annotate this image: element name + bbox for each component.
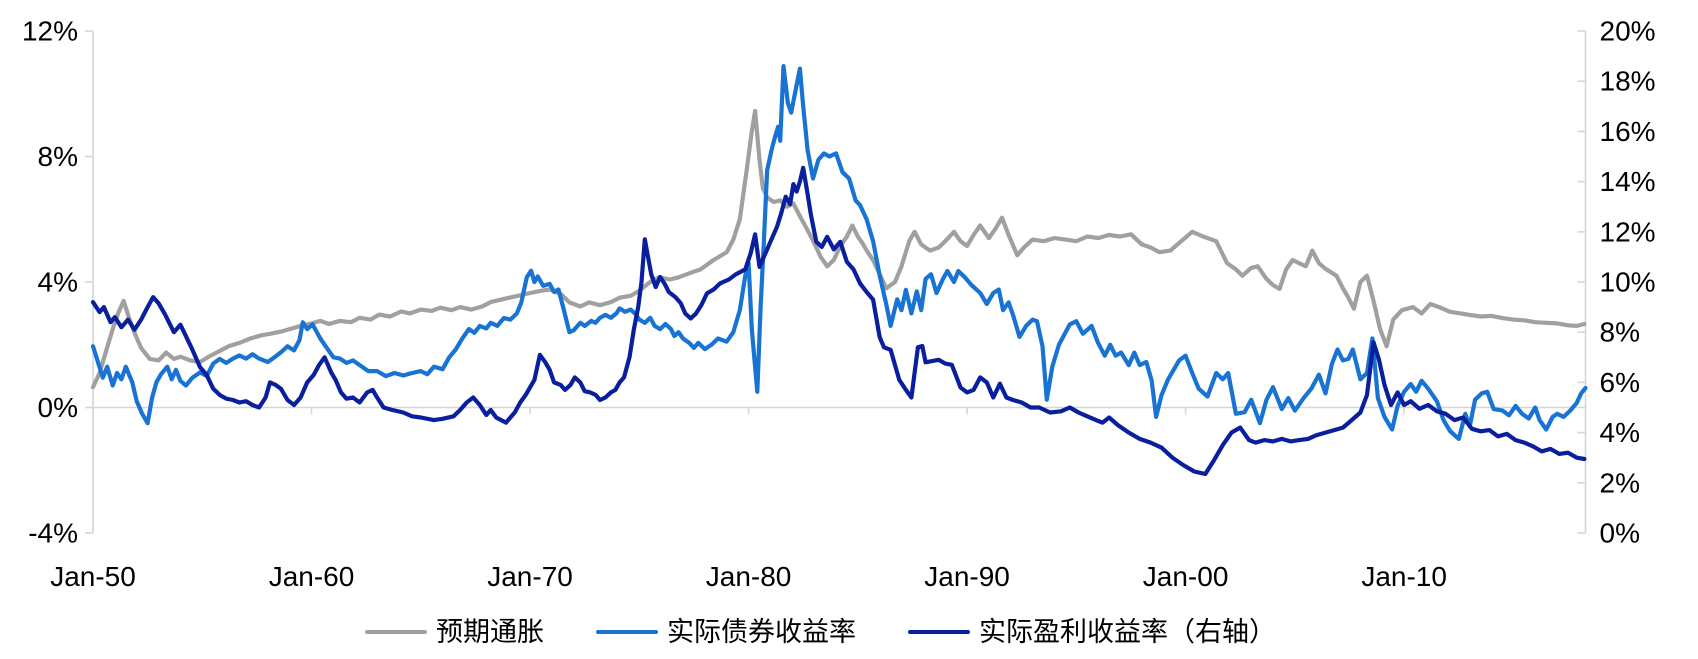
x-axis-label-2: Jan-70 <box>487 561 573 592</box>
right-axis-label-4: 12% <box>1600 216 1656 247</box>
right-axis-label-7: 6% <box>1600 367 1640 398</box>
legend: 预期通胀 实际债券收益率 实际盈利收益率（右轴） <box>365 615 1276 649</box>
right-axis-label-6: 8% <box>1600 317 1640 348</box>
right-axis-label-2: 16% <box>1600 116 1656 147</box>
legend-swatch-2 <box>908 629 970 635</box>
left-axis-label-3: 0% <box>38 392 78 423</box>
x-axis-label-5: Jan-00 <box>1143 561 1229 592</box>
series-line-expected-inflation <box>90 108 1587 390</box>
right-axis-label-0: 20% <box>1600 16 1656 47</box>
legend-item-expected-inflation: 预期通胀 <box>365 615 544 649</box>
legend-swatch-0 <box>365 629 427 635</box>
left-axis-label-2: 4% <box>38 267 78 298</box>
x-axis-label-3: Jan-80 <box>706 561 792 592</box>
right-axis-label-8: 4% <box>1600 417 1640 448</box>
left-axis-label-1: 8% <box>38 141 78 172</box>
right-axis-label-3: 14% <box>1600 166 1656 197</box>
series-line-real-earnings-yield <box>90 165 1587 477</box>
legend-item-real-bond-yield: 实际债券收益率 <box>596 615 856 649</box>
left-axis-label-0: 12% <box>22 16 78 47</box>
right-axis-label-9: 2% <box>1600 467 1640 498</box>
legend-item-real-earnings-yield: 实际盈利收益率（右轴） <box>908 615 1276 649</box>
legend-label-real-earnings-yield: 实际盈利收益率（右轴） <box>979 617 1276 647</box>
x-axis-label-1: Jan-60 <box>269 561 355 592</box>
x-axis-label-4: Jan-90 <box>924 561 1010 592</box>
legend-swatch-1 <box>596 629 658 635</box>
legend-label-real-bond-yield: 实际债券收益率 <box>667 617 856 647</box>
legend-label-expected-inflation: 预期通胀 <box>436 617 544 647</box>
right-axis-label-1: 18% <box>1600 66 1656 97</box>
left-axis-label-4: -4% <box>28 518 78 549</box>
right-axis-label-5: 10% <box>1600 267 1656 298</box>
series-line-real-bond-yield <box>90 63 1588 441</box>
x-axis-label-6: Jan-10 <box>1361 561 1447 592</box>
right-axis-label-10: 0% <box>1600 518 1640 549</box>
x-axis-label-0: Jan-50 <box>50 561 136 592</box>
